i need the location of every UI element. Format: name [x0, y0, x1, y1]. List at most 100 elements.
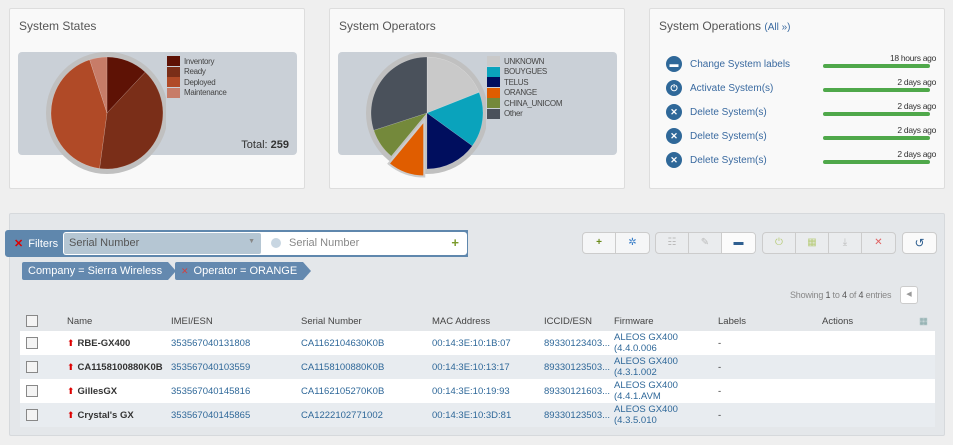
table-cell: - — [718, 355, 822, 379]
legend-item[interactable]: BOUYGUES — [487, 66, 562, 78]
operation-link[interactable]: Delete System(s) — [690, 107, 767, 118]
activate-button[interactable]: ⏻ — [763, 233, 796, 253]
column-header[interactable]: MAC Address — [432, 315, 491, 327]
arrow-up-icon: ⬆ — [67, 409, 75, 420]
legend-item[interactable]: Ready — [167, 66, 227, 78]
legend-swatch — [167, 87, 180, 98]
grid-button[interactable]: ▦ — [796, 233, 829, 253]
all-operations-link[interactable]: (All ») — [764, 22, 791, 33]
select-all-checkbox[interactable] — [26, 315, 38, 327]
operator-icon[interactable] — [271, 238, 281, 248]
pie-slice-unknown[interactable] — [426, 56, 480, 114]
operation-link[interactable]: Delete System(s) — [690, 131, 767, 142]
operation-item: ▬ Change System labels 18 hours ago — [666, 53, 936, 75]
operation-link[interactable]: Delete System(s) — [690, 155, 767, 166]
system-operators-pie[interactable] — [356, 45, 486, 185]
row-checkbox[interactable] — [26, 385, 38, 397]
legend-item[interactable]: UNKNOWN — [487, 56, 562, 67]
column-header[interactable]: ICCID/ESN — [544, 315, 593, 327]
pie-slice-orange[interactable] — [387, 117, 426, 178]
operation-link[interactable]: Change System labels — [690, 59, 791, 70]
system-operations-panel: System Operations (All ») ▬ Change System… — [649, 8, 945, 189]
chevron-down-icon: ▼ — [248, 238, 255, 245]
add-button[interactable]: + — [583, 233, 616, 253]
clear-filters-button[interactable]: ✕ Filters — [14, 238, 59, 250]
table-cell: CA1162104630K0B — [301, 331, 432, 355]
column-header[interactable]: Labels — [718, 315, 746, 327]
operation-progress-bar — [823, 160, 930, 164]
table-row[interactable]: ⬆ Crystal's GX 353567040145865 CA1222102771… — [20, 403, 935, 427]
filter-field-select[interactable]: Serial Number ▼ — [64, 233, 261, 254]
pie-slice-inventory[interactable] — [106, 56, 146, 114]
pie-slice-telus[interactable] — [426, 112, 473, 170]
table-cell: 89330123503... — [544, 403, 614, 427]
pie-slice-ready[interactable] — [99, 71, 164, 170]
filter-chip-company[interactable]: Company = Sierra Wireless — [22, 262, 177, 280]
system-name-link[interactable]: Crystal's GX — [77, 409, 134, 421]
delete-button[interactable]: ✕ — [874, 237, 883, 248]
legend-item[interactable]: Deployed — [167, 77, 227, 88]
list-button[interactable]: ☷ — [656, 233, 689, 253]
pie-slice-deployed[interactable] — [50, 59, 108, 169]
discover-button[interactable]: ✲ — [628, 237, 637, 248]
table-cell: 00:14:3E:10:1B:07 — [432, 331, 544, 355]
arrow-up-icon: ⬆ — [67, 385, 75, 396]
column-header[interactable]: Name — [67, 315, 93, 327]
close-icon: ✕ — [666, 152, 682, 168]
toolbar-group-create: + ✲ — [582, 232, 650, 254]
pie-slice-maintenance[interactable] — [89, 56, 108, 114]
column-header[interactable]: IMEI/ESN — [171, 315, 213, 327]
install-button[interactable]: ⤓ — [829, 233, 862, 253]
arrow-up-icon: ⬆ — [67, 337, 75, 348]
legend-label: BOUYGUES — [504, 67, 547, 77]
pie-slice-china_unicom[interactable] — [373, 112, 428, 157]
column-header[interactable]: Firmware — [614, 315, 654, 327]
legend-label: Maintenance — [184, 88, 227, 98]
legend-item[interactable]: Other — [487, 108, 562, 120]
label-button[interactable]: ▬ — [722, 233, 755, 253]
column-header[interactable]: Serial Number — [301, 315, 362, 327]
legend-item[interactable]: Maintenance — [167, 87, 227, 99]
filter-chip-operator[interactable]: ✕ Operator = ORANGE — [175, 262, 312, 280]
table-cell: - — [718, 331, 822, 355]
row-checkbox[interactable] — [26, 361, 38, 373]
system-states-pie[interactable] — [36, 45, 166, 175]
row-checkbox[interactable] — [26, 409, 38, 421]
pie-slice-bouygues[interactable] — [426, 92, 484, 147]
edit-button[interactable]: ✎ — [689, 233, 722, 253]
legend-item[interactable]: ORANGE — [487, 87, 562, 99]
column-chooser-button[interactable]: ▦ — [919, 315, 928, 327]
refresh-button[interactable]: ↺ — [914, 236, 925, 250]
table-row[interactable]: ⬆ RBE-GX400 353567040131808 CA1162104630K0B… — [20, 331, 935, 355]
filters-bar: ✕ Filters Serial Number ▼ Serial Number + — [5, 230, 468, 257]
legend-swatch — [487, 56, 500, 67]
system-name-link[interactable]: CA1158100880K0B — [77, 361, 163, 373]
legend-label: TELUS — [504, 77, 529, 87]
operation-time: 18 hours ago — [889, 53, 936, 63]
legend-item[interactable]: TELUS — [487, 77, 562, 88]
previous-page-button[interactable]: ◀ — [900, 286, 918, 304]
table-row[interactable]: ⬆ CA1158100880K0B 353567040103559 CA1158100… — [20, 355, 935, 379]
close-icon: ✕ — [666, 128, 682, 144]
total: Total: 259 — [241, 139, 289, 151]
pie-slice-other[interactable] — [370, 56, 428, 131]
table-cell: 353567040145816 — [171, 379, 301, 403]
filter-value-input[interactable]: Serial Number — [289, 237, 360, 249]
operation-progress-bar — [823, 64, 930, 68]
legend-label: Inventory — [184, 56, 215, 66]
table-cell: CA1162105270K0B — [301, 379, 432, 403]
operation-progress-bar — [823, 112, 930, 116]
operation-link[interactable]: Activate System(s) — [690, 83, 774, 94]
legend-item[interactable]: Inventory — [167, 56, 227, 67]
row-checkbox[interactable] — [26, 337, 38, 349]
table-cell: 89330121603... — [544, 379, 614, 403]
column-header[interactable]: Actions — [822, 315, 854, 327]
add-filter-button[interactable]: + — [451, 235, 459, 250]
panel-title: System Operators — [339, 19, 436, 33]
system-name-link[interactable]: GillesGX — [77, 385, 118, 397]
system-name-link[interactable]: RBE-GX400 — [77, 337, 131, 349]
table-cell: 353567040131808 — [171, 331, 301, 355]
table-cell: 00:14:3E:10:3D:81 — [432, 403, 544, 427]
table-row[interactable]: ⬆ GillesGX 353567040145816 CA1162105270K0B 0… — [20, 379, 935, 403]
legend-item[interactable]: CHINA_UNICOM — [487, 98, 562, 109]
